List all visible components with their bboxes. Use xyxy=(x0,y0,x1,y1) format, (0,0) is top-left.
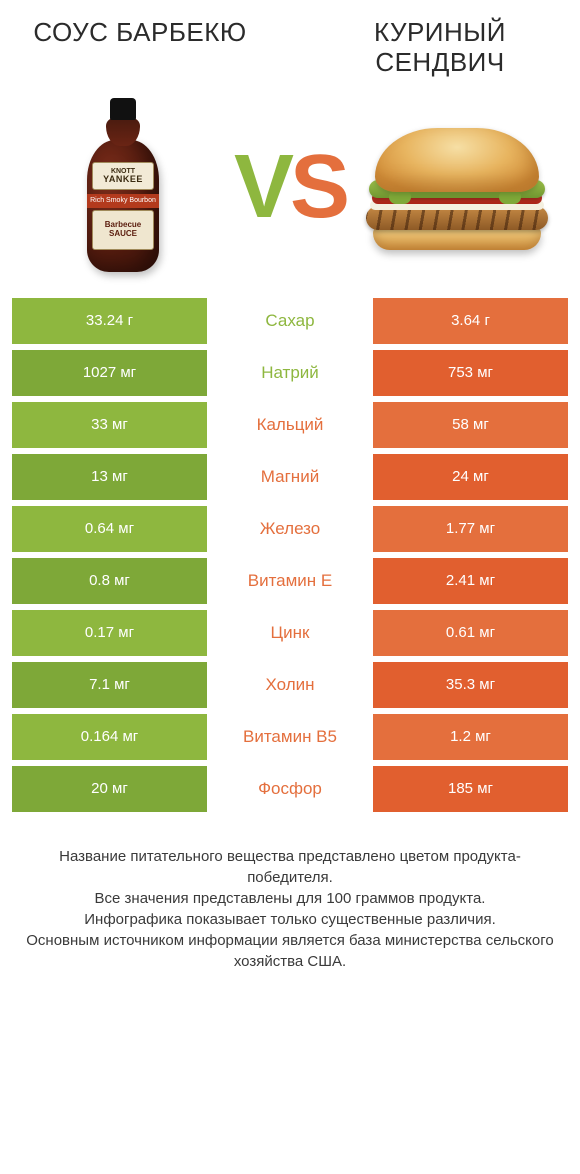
footer-notes: Название питательного вещества представл… xyxy=(0,818,580,972)
title-left: СОУС БАРБЕКЮ xyxy=(30,18,250,78)
value-left: 13 мг xyxy=(12,454,207,500)
bbq-band-text: Rich Smoky Bourbon xyxy=(87,194,159,208)
nutrient-label: Натрий xyxy=(207,350,373,396)
value-right: 1.77 мг xyxy=(373,506,568,552)
table-row: 33 мгКальций58 мг xyxy=(12,402,568,454)
value-right: 185 мг xyxy=(373,766,568,812)
vs-s: S xyxy=(290,142,346,232)
hero-row: KNOTT YANKEE Rich Smoky Bourbon Barbecue… xyxy=(0,88,580,298)
bbq-brand: YANKEE xyxy=(103,175,143,184)
footer-line-4: Основным источником информации является … xyxy=(26,930,554,972)
footer-line-3: Инфографика показывает только существенн… xyxy=(26,909,554,930)
table-row: 0.64 мгЖелезо1.77 мг xyxy=(12,506,568,558)
table-row: 7.1 мгХолин35.3 мг xyxy=(12,662,568,714)
value-left: 33 мг xyxy=(12,402,207,448)
footer-line-2: Все значения представлены для 100 граммо… xyxy=(26,888,554,909)
nutrient-label: Магний xyxy=(207,454,373,500)
value-left: 0.64 мг xyxy=(12,506,207,552)
value-left: 0.17 мг xyxy=(12,610,207,656)
product-right-image xyxy=(362,97,552,277)
vs-label: VS xyxy=(234,142,346,232)
titles-row: СОУС БАРБЕКЮ КУРИНЫЙ СЕНДВИЧ xyxy=(0,0,580,88)
value-left: 20 мг xyxy=(12,766,207,812)
value-right: 1.2 мг xyxy=(373,714,568,760)
value-right: 24 мг xyxy=(373,454,568,500)
vs-v: V xyxy=(234,142,290,232)
bbq-main-2: SAUCE xyxy=(109,230,137,239)
nutrient-label: Фосфор xyxy=(207,766,373,812)
table-row: 1027 мгНатрий753 мг xyxy=(12,350,568,402)
value-right: 3.64 г xyxy=(373,298,568,344)
bbq-bottle-icon: KNOTT YANKEE Rich Smoky Bourbon Barbecue… xyxy=(85,98,161,276)
value-left: 7.1 мг xyxy=(12,662,207,708)
nutrient-label: Цинк xyxy=(207,610,373,656)
table-row: 0.8 мгВитамин E2.41 мг xyxy=(12,558,568,610)
nutrient-label: Витамин E xyxy=(207,558,373,604)
value-right: 58 мг xyxy=(373,402,568,448)
nutrient-label: Кальций xyxy=(207,402,373,448)
title-right: КУРИНЫЙ СЕНДВИЧ xyxy=(330,18,550,78)
value-left: 33.24 г xyxy=(12,298,207,344)
value-left: 1027 мг xyxy=(12,350,207,396)
footer-line-1: Название питательного вещества представл… xyxy=(26,846,554,888)
value-right: 753 мг xyxy=(373,350,568,396)
sandwich-icon xyxy=(362,122,552,252)
nutrient-label: Холин xyxy=(207,662,373,708)
value-right: 35.3 мг xyxy=(373,662,568,708)
nutrient-label: Железо xyxy=(207,506,373,552)
product-left-image: KNOTT YANKEE Rich Smoky Bourbon Barbecue… xyxy=(28,97,218,277)
value-left: 0.164 мг xyxy=(12,714,207,760)
nutrient-label: Сахар xyxy=(207,298,373,344)
nutrient-label: Витамин B5 xyxy=(207,714,373,760)
table-row: 13 мгМагний24 мг xyxy=(12,454,568,506)
value-right: 0.61 мг xyxy=(373,610,568,656)
table-row: 20 мгФосфор185 мг xyxy=(12,766,568,818)
value-right: 2.41 мг xyxy=(373,558,568,604)
table-row: 0.164 мгВитамин B51.2 мг xyxy=(12,714,568,766)
value-left: 0.8 мг xyxy=(12,558,207,604)
table-row: 0.17 мгЦинк0.61 мг xyxy=(12,610,568,662)
table-row: 33.24 гСахар3.64 г xyxy=(12,298,568,350)
nutrient-table: 33.24 гСахар3.64 г1027 мгНатрий753 мг33 … xyxy=(0,298,580,818)
